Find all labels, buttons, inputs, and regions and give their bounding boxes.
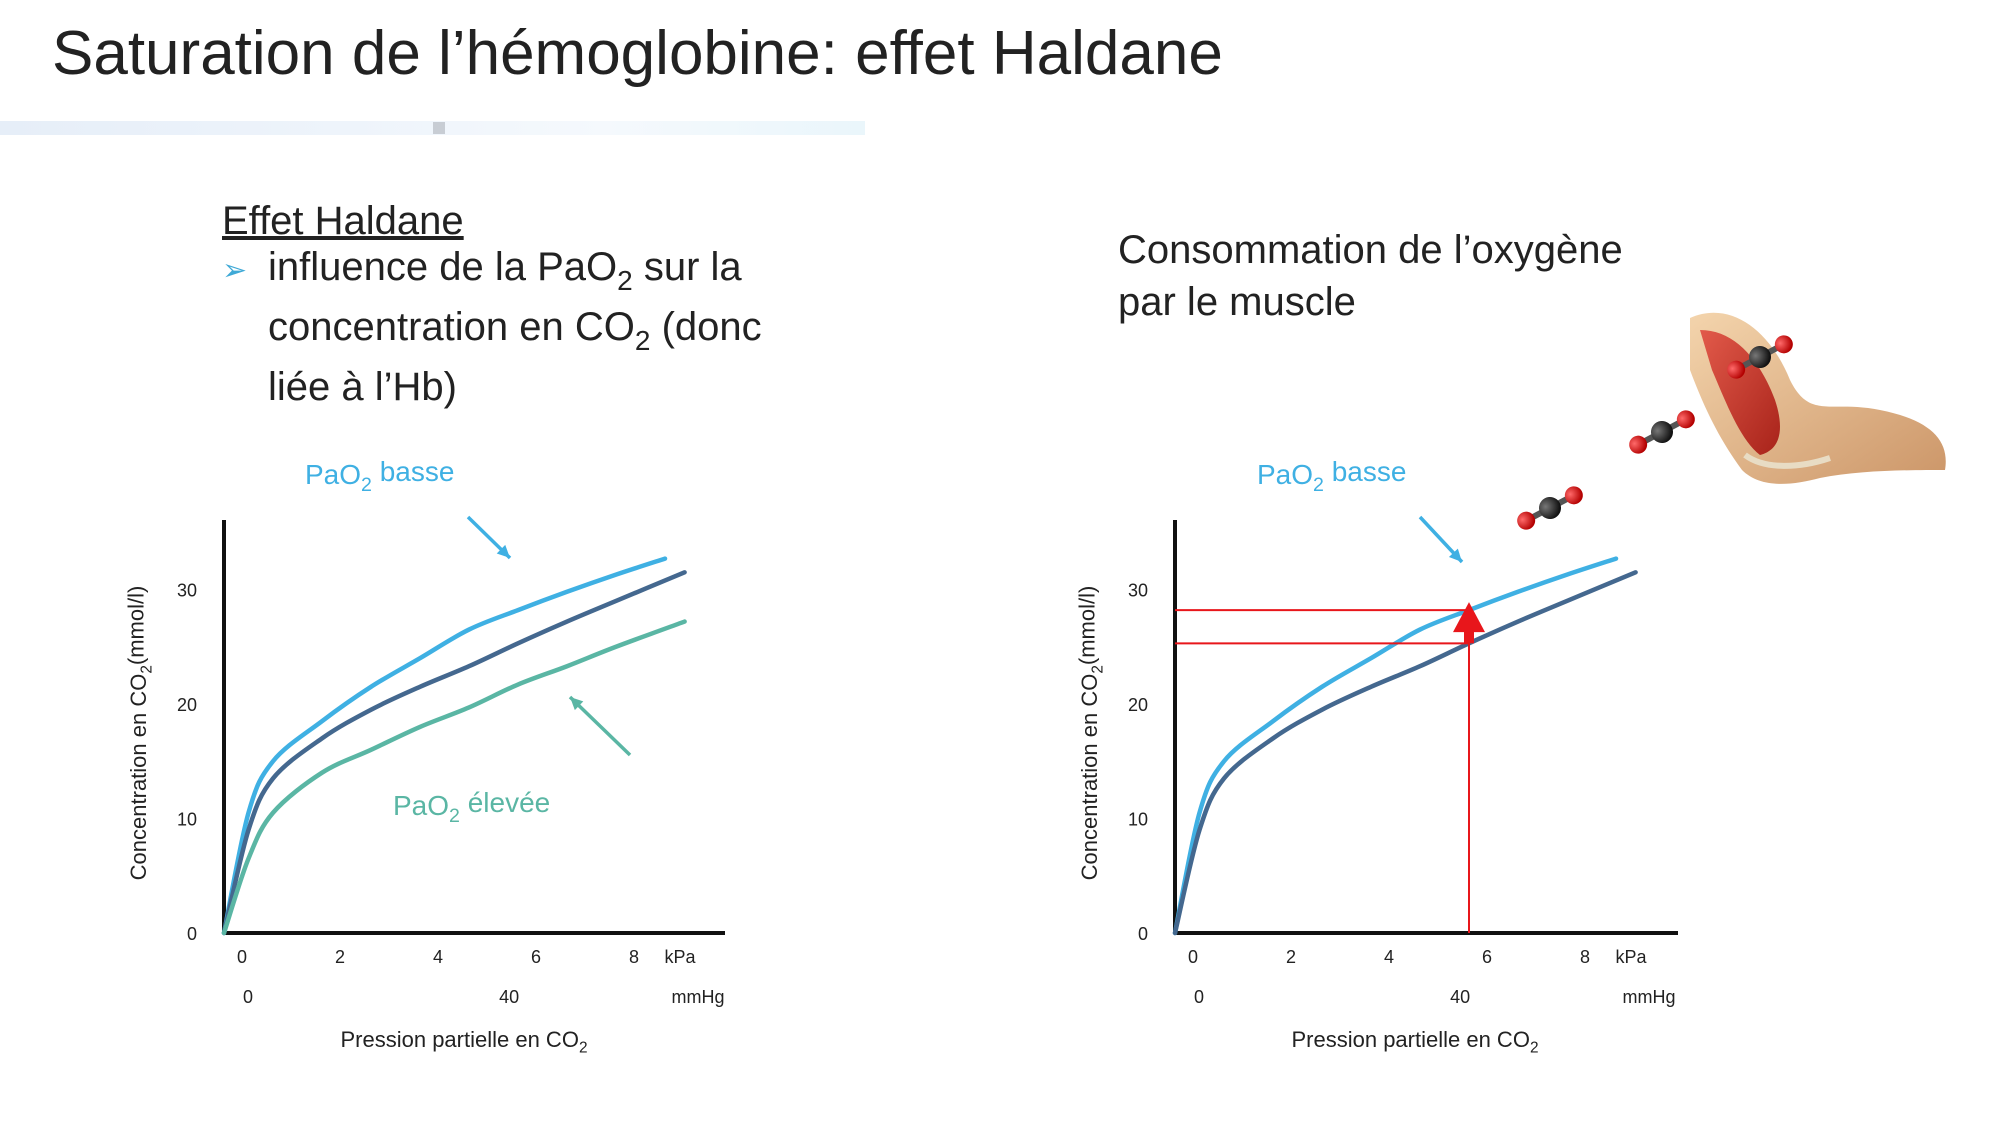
label-arrowhead <box>496 544 510 558</box>
x-tick-label: 2 <box>335 947 345 967</box>
increase-arrow-head <box>1453 602 1485 633</box>
x-tick-label: 2 <box>1286 947 1296 967</box>
x-tick-label: 0 <box>1188 947 1198 967</box>
y-tick-label: 20 <box>177 695 197 715</box>
y-tick-label: 30 <box>177 581 197 601</box>
co2-molecule-icon <box>1629 410 1695 454</box>
curve-label: PaO2 élevée <box>393 787 550 827</box>
y-axis-title: Concentration en CO2(mmol/l) <box>1075 586 1107 881</box>
y-axis-title: Concentration en CO2(mmol/l) <box>124 586 156 881</box>
y-tick-label: 20 <box>1128 695 1148 715</box>
x-secondary-unit-label: mmHg <box>672 987 725 1007</box>
y-tick-label: 0 <box>187 924 197 944</box>
co2-molecule-icon <box>1517 486 1583 530</box>
series-line <box>221 619 687 936</box>
effet-haldane-heading: Effet Haldane <box>222 199 464 243</box>
label-arrow <box>568 695 632 757</box>
y-tick-label: 10 <box>177 810 197 830</box>
series-line <box>1172 556 1619 936</box>
x-unit-label: kPa <box>1615 947 1647 967</box>
x-axis-title: Pression partielle en CO2 <box>1291 1027 1538 1056</box>
x-secondary-unit-label: mmHg <box>1623 987 1676 1007</box>
x-tick-label: 8 <box>629 947 639 967</box>
right-heading-line2: par le muscle <box>1118 280 1356 324</box>
y-tick-label: 0 <box>1138 924 1148 944</box>
arrow-bullet-icon: ➢ <box>222 254 248 287</box>
chart-right: 0 10 20 30 0 2 4 6 8 kPa 0 40 mmHg Pression partielle… <box>1075 456 1678 1056</box>
right-heading-line1: Consommation de l’oxygène <box>1118 228 1623 272</box>
x-secondary-tick-label: 0 <box>1194 987 1204 1007</box>
right-text-block: Consommation de l’oxygène par le muscle <box>1118 224 1758 328</box>
x-tick-label: 0 <box>237 947 247 967</box>
curve-label: PaO2 basse <box>1257 456 1406 496</box>
x-secondary-tick-label: 40 <box>499 987 519 1007</box>
x-unit-label: kPa <box>664 947 696 967</box>
y-tick-label: 10 <box>1128 810 1148 830</box>
x-tick-label: 4 <box>433 947 443 967</box>
series-line <box>1172 570 1638 936</box>
increase-arrow-shaft <box>1464 630 1474 644</box>
slide-title: Saturation de l’hémoglobine: effet Halda… <box>52 19 1223 88</box>
arm-muscle-icon <box>1690 312 1946 484</box>
x-axis-title: Pression partielle en CO2 <box>340 1027 587 1056</box>
curve-label: PaO2 basse <box>305 456 454 496</box>
x-tick-label: 6 <box>531 947 541 967</box>
x-secondary-tick-label: 0 <box>243 987 253 1007</box>
bullet-item: ➢ influence de la PaO2 sur la concentrat… <box>222 245 762 409</box>
y-tick-label: 30 <box>1128 581 1148 601</box>
x-tick-label: 6 <box>1482 947 1492 967</box>
left-text-block: Effet Haldane ➢ influence de la PaO2 sur… <box>222 198 862 410</box>
chart-left: 0 10 20 30 0 2 4 6 8 kPa 0 40 mmHg Pression partielle… <box>124 456 725 1056</box>
label-arrowhead <box>570 697 584 711</box>
x-tick-label: 8 <box>1580 947 1590 967</box>
x-tick-label: 4 <box>1384 947 1394 967</box>
label-arrowhead <box>1448 548 1462 562</box>
co2-molecule-icon <box>1727 335 1793 379</box>
series-line <box>221 556 668 936</box>
title-underline-band <box>0 121 865 135</box>
x-secondary-tick-label: 40 <box>1450 987 1470 1007</box>
series-line <box>221 570 687 936</box>
